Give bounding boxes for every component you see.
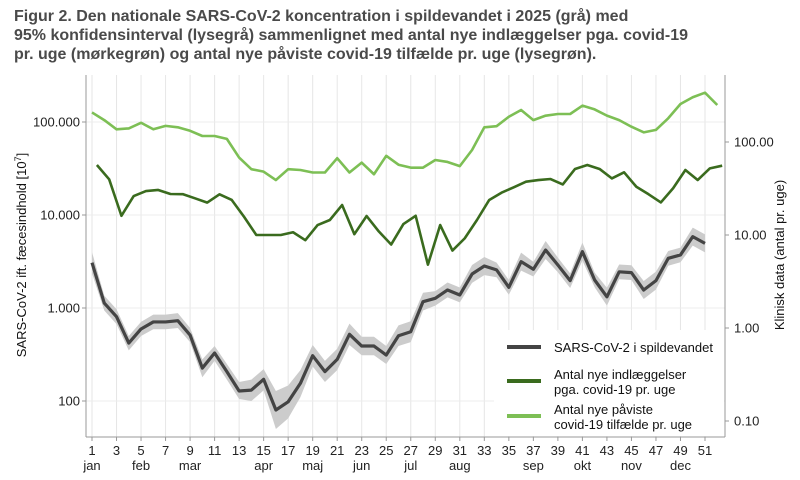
month-label: okt	[574, 458, 592, 473]
confidence-band	[92, 227, 705, 429]
x-tick-label: 29	[428, 443, 442, 458]
month-label: dec	[670, 458, 691, 473]
x-tick-label: 5	[137, 443, 144, 458]
y-left-tick-label: 100	[58, 394, 80, 409]
x-tick-label: 31	[453, 443, 467, 458]
series-line-cases	[91, 91, 719, 182]
y-left-tick-label: 100.000	[33, 115, 80, 130]
x-tick-label: 23	[354, 443, 368, 458]
x-tick-label: 9	[186, 443, 193, 458]
x-tick-label: 39	[551, 443, 565, 458]
x-tick-label: 49	[673, 443, 687, 458]
y-axis-right-label: Klinisk data (antal pr. uge)	[772, 180, 787, 330]
plot-area	[90, 91, 723, 429]
title-line: 95% konfidensinterval (lysegrå) sammenli…	[14, 27, 688, 44]
y-right-tick-label: 100.00	[734, 135, 774, 150]
x-tick-label: 17	[281, 443, 295, 458]
month-label: feb	[132, 458, 150, 473]
month-label: aug	[449, 458, 471, 473]
title-line: pr. uge (mørkegrøn) og antal nye påviste…	[14, 46, 597, 63]
x-tick-label: 43	[600, 443, 614, 458]
y-right-tick-label: 0.10	[734, 414, 759, 429]
x-tick-label: 19	[305, 443, 319, 458]
y-right-tick-label: 1.00	[734, 321, 759, 336]
month-label: nov	[621, 458, 642, 473]
month-label: apr	[254, 458, 273, 473]
x-tick-label: 27	[404, 443, 418, 458]
title-line: Figur 2. Den nationale SARS-CoV-2 koncen…	[14, 8, 629, 25]
y-left-tick-label: 1.000	[47, 301, 80, 316]
x-tick-label: 25	[379, 443, 393, 458]
legend-label-wastewater: SARS-CoV-2 i spildevandet	[554, 340, 713, 355]
x-tick-label: 41	[575, 443, 589, 458]
x-tick-label: 21	[330, 443, 344, 458]
legend-label-hospitalizations: Antal nye indlæggelser	[554, 367, 687, 382]
month-label: jan	[82, 458, 100, 473]
month-label: sep	[523, 458, 544, 473]
month-label: jun	[352, 458, 370, 473]
x-tick-label: 7	[162, 443, 169, 458]
x-tick-label: 51	[698, 443, 712, 458]
y-right-tick-label: 10.00	[734, 228, 767, 243]
x-tick-label: 33	[477, 443, 491, 458]
x-tick-label: 13	[232, 443, 246, 458]
legend-label-cases: Antal nye påviste	[554, 402, 653, 417]
month-label: jul	[403, 458, 417, 473]
y-axis-left-label: SARS-CoV-2 ift. fæcesindhold [107]	[13, 153, 29, 357]
legend: SARS-CoV-2 i spildevandet Antal nye indl…	[494, 330, 724, 436]
x-tick-label: 11	[208, 443, 222, 458]
x-tick-label: 47	[649, 443, 663, 458]
axes: 100 1.000 10.000 100.000 0.10 1.00 10.00 100.00…	[33, 75, 774, 473]
month-label: maj	[302, 458, 323, 473]
x-tick-label: 45	[624, 443, 638, 458]
x-tick-label: 35	[502, 443, 516, 458]
month-label: mar	[179, 458, 202, 473]
x-tick-label: 37	[526, 443, 540, 458]
x-tick-label: 3	[113, 443, 120, 458]
legend-label-hospitalizations: pga. covid-19 pr. uge	[554, 382, 675, 397]
legend-label-cases: covid-19 tilfælde pr. uge	[554, 417, 692, 432]
y-left-tick-label: 10.000	[40, 208, 80, 223]
chart-title: Figur 2. Den nationale SARS-CoV-2 koncen…	[14, 7, 794, 64]
series-line-hospitalizations	[95, 163, 723, 266]
x-tick-label: 1	[88, 443, 95, 458]
x-tick-label: 15	[256, 443, 270, 458]
